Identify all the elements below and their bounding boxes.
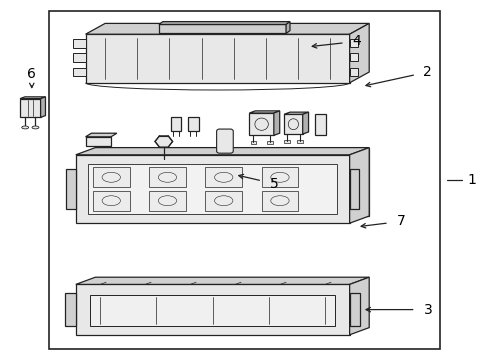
Bar [349, 53, 358, 61]
Polygon shape [349, 23, 368, 83]
Polygon shape [302, 112, 308, 134]
Polygon shape [90, 295, 334, 326]
Polygon shape [155, 136, 172, 147]
Polygon shape [249, 113, 273, 135]
Polygon shape [159, 22, 289, 24]
Polygon shape [170, 117, 181, 131]
Polygon shape [149, 167, 185, 187]
Polygon shape [85, 137, 111, 146]
Polygon shape [20, 97, 45, 99]
Polygon shape [314, 114, 325, 135]
Polygon shape [76, 148, 368, 155]
Polygon shape [65, 293, 76, 326]
Polygon shape [187, 117, 198, 131]
Polygon shape [284, 112, 308, 114]
Ellipse shape [32, 126, 39, 129]
Ellipse shape [21, 126, 28, 129]
Polygon shape [349, 148, 368, 223]
Polygon shape [273, 111, 279, 135]
Polygon shape [349, 169, 359, 209]
Bar [250, 141, 256, 144]
Polygon shape [85, 133, 117, 137]
Bar [349, 68, 358, 76]
Polygon shape [76, 284, 349, 335]
Polygon shape [349, 293, 360, 326]
Text: 7: 7 [396, 215, 405, 228]
FancyBboxPatch shape [216, 129, 233, 153]
Bar [284, 140, 289, 143]
Polygon shape [20, 99, 41, 117]
Polygon shape [249, 111, 279, 113]
Polygon shape [41, 97, 45, 117]
Polygon shape [93, 167, 129, 187]
Polygon shape [205, 167, 242, 187]
Polygon shape [85, 34, 349, 83]
Bar [49, 11, 439, 349]
Polygon shape [261, 167, 298, 187]
Polygon shape [95, 148, 368, 216]
Polygon shape [85, 23, 368, 34]
Polygon shape [93, 191, 129, 211]
Polygon shape [285, 22, 289, 33]
Polygon shape [88, 164, 337, 214]
Text: 6: 6 [27, 67, 36, 81]
Polygon shape [349, 277, 368, 335]
Bar [73, 53, 85, 62]
Polygon shape [149, 191, 185, 211]
Polygon shape [261, 191, 298, 211]
Text: 1: 1 [466, 173, 475, 187]
Polygon shape [76, 277, 368, 284]
Bar [266, 141, 272, 144]
Text: 4: 4 [352, 35, 361, 48]
Polygon shape [205, 191, 242, 211]
Polygon shape [159, 24, 285, 33]
Polygon shape [66, 169, 76, 209]
Polygon shape [284, 114, 302, 134]
Text: 3: 3 [423, 303, 431, 316]
Bar [73, 68, 85, 76]
Bar [73, 39, 85, 48]
Bar [296, 140, 302, 143]
Text: 5: 5 [269, 177, 278, 190]
Polygon shape [76, 155, 349, 223]
Bar [349, 39, 358, 47]
Text: 2: 2 [423, 65, 431, 79]
